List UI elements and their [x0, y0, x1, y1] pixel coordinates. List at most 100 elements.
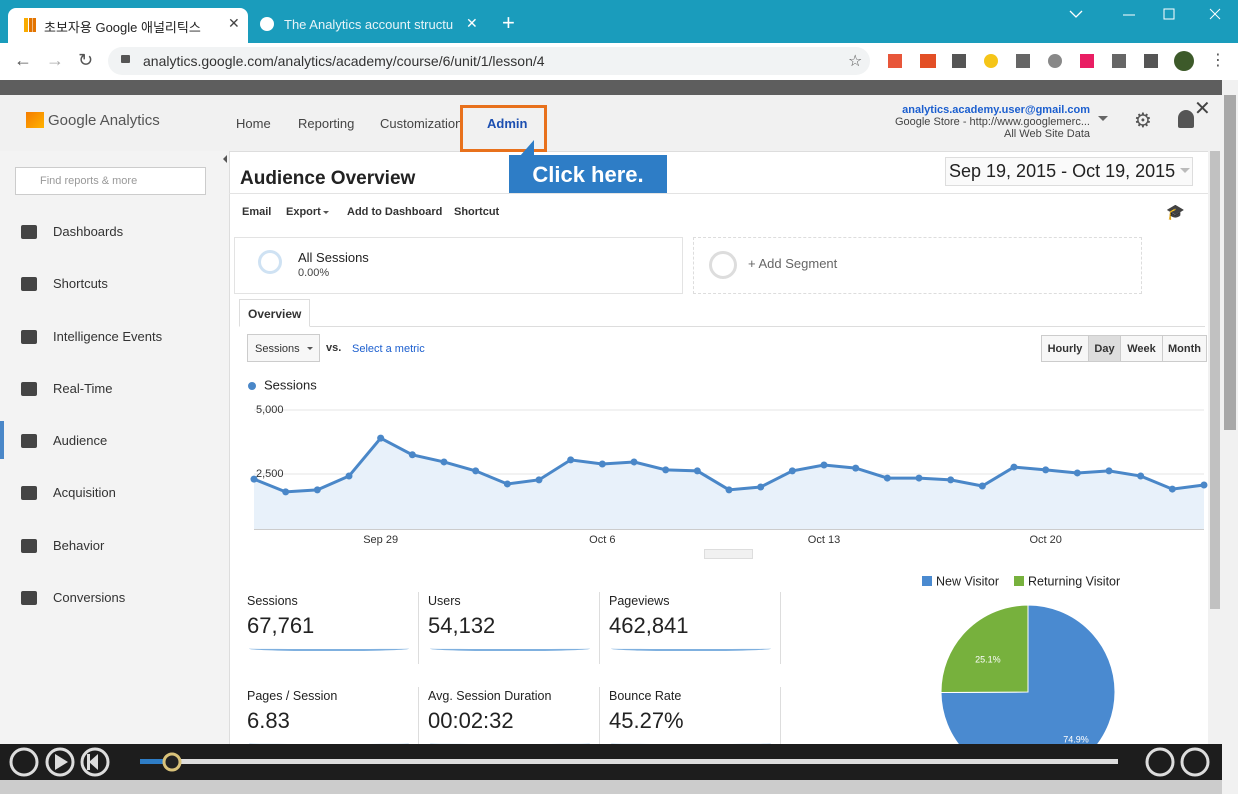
point	[408, 451, 416, 459]
search[interactable]: Find reports & more	[15, 167, 206, 195]
sidebar-item[interactable]: Dashboards	[53, 224, 124, 239]
toolbar-item[interactable]: Shortcut	[454, 206, 500, 218]
legend-marker	[248, 382, 256, 390]
nav-item[interactable]: Customization	[380, 116, 463, 131]
collapse[interactable]	[219, 155, 227, 163]
toolbar-item[interactable]: Email	[242, 206, 272, 218]
back[interactable]: ←	[14, 50, 32, 70]
x-tick-label: Oct 13	[808, 534, 840, 546]
granularity[interactable]: Day	[1088, 335, 1121, 362]
add-segment-card[interactable]	[693, 237, 1142, 294]
metric-value: 6.83	[247, 708, 290, 733]
chart-expander[interactable]	[704, 549, 753, 559]
active-tab[interactable]	[8, 8, 248, 43]
metric-label: Users	[428, 594, 461, 608]
tab-icon	[260, 17, 274, 31]
dropdown[interactable]	[1098, 116, 1108, 126]
point	[1010, 463, 1018, 471]
metric-divider	[418, 687, 419, 759]
tab-icon	[24, 18, 36, 32]
avatar[interactable]	[1174, 51, 1194, 71]
close[interactable]: ✕	[1194, 98, 1211, 120]
sidebar-item[interactable]: Intelligence Events	[53, 329, 163, 344]
sidebar-item[interactable]: Real-Time	[53, 381, 113, 396]
tab-title[interactable]: The Analytics account structure	[284, 17, 454, 32]
notifications[interactable]	[1178, 110, 1194, 128]
select-metric[interactable]: Select a metric	[352, 343, 425, 355]
metric-label: Sessions	[247, 594, 298, 608]
toolbar-item[interactable]: Export	[286, 206, 321, 218]
nav-item[interactable]: Reporting	[298, 116, 355, 131]
extension[interactable]	[1144, 54, 1158, 68]
captions[interactable]	[1180, 747, 1210, 777]
play[interactable]	[45, 747, 75, 777]
url[interactable]: analytics.google.com/analytics/academy/c…	[143, 53, 545, 69]
scroll-thumb[interactable]	[1210, 151, 1220, 609]
sidebar-item[interactable]: Shortcuts	[53, 276, 108, 291]
point	[662, 466, 670, 474]
sparkline	[249, 645, 409, 651]
extension[interactable]	[1048, 54, 1062, 68]
forward[interactable]: →	[46, 50, 64, 70]
replay[interactable]	[9, 747, 39, 777]
y-tick-label: 2,500	[256, 468, 284, 480]
highlight-box	[460, 105, 547, 152]
sidebar-item[interactable]: Audience	[53, 433, 108, 448]
point	[757, 483, 765, 491]
nav-icon	[21, 330, 37, 344]
progress-track[interactable]	[140, 759, 1118, 764]
extension[interactable]	[1016, 54, 1030, 68]
overview-tab[interactable]: Overview	[239, 299, 310, 327]
point	[1073, 469, 1081, 477]
metric-divider	[599, 592, 600, 664]
nav-item[interactable]: Home	[236, 116, 271, 131]
date-dropdown[interactable]	[1180, 168, 1190, 178]
extension[interactable]	[952, 54, 966, 68]
account-property: Google Store - http://www.googlemerc...	[894, 116, 1090, 128]
sidebar-item[interactable]: Acquisition	[53, 485, 116, 500]
tab-close[interactable]: ✕	[466, 15, 478, 31]
granularity[interactable]: Month	[1162, 335, 1207, 362]
scroll-thumb[interactable]	[1224, 95, 1236, 430]
x-tick-label: Sep 29	[363, 534, 398, 546]
metric-value: 54,132	[428, 613, 496, 638]
bookmark[interactable]: ☆	[848, 53, 863, 70]
point	[630, 458, 638, 466]
progress-knob[interactable]	[162, 752, 182, 772]
address-bar[interactable]	[108, 47, 870, 75]
settings[interactable]: ⚙	[1134, 110, 1152, 132]
tab-close[interactable]: ✕	[228, 15, 240, 31]
add-segment[interactable]: + Add Segment	[748, 256, 838, 271]
reload[interactable]: ↻	[78, 50, 94, 70]
mute[interactable]	[1145, 747, 1175, 777]
extension[interactable]	[888, 54, 902, 68]
extension[interactable]	[1080, 54, 1094, 68]
new-tab[interactable]: +	[502, 10, 515, 35]
tab-title[interactable]: 초보자용 Google 애널리틱스	[44, 20, 201, 35]
metric-value: 462,841	[609, 613, 689, 638]
extension[interactable]	[984, 54, 998, 68]
account[interactable]: analytics.academy.user@gmail.com Google …	[895, 104, 1090, 140]
extension[interactable]	[920, 54, 936, 68]
academy-icon[interactable]: 🎓	[1166, 204, 1185, 221]
sidebar-item[interactable]: Behavior	[53, 538, 105, 553]
legend-swatch	[1014, 576, 1024, 586]
extension[interactable]	[1112, 54, 1126, 68]
nav-item[interactable]: Admin	[487, 116, 528, 131]
toolbar-item[interactable]: Add to Dashboard	[347, 206, 443, 218]
granularity[interactable]: Week	[1120, 335, 1163, 362]
segment-share: 0.00%	[298, 267, 330, 279]
sidebar-item[interactable]: Conversions	[53, 590, 126, 605]
skip-back[interactable]	[80, 747, 110, 777]
menu[interactable]: ⋮	[1210, 52, 1226, 69]
logo: Google Analytics	[48, 112, 160, 129]
segment-card[interactable]	[234, 237, 683, 294]
point	[440, 458, 448, 466]
sidebar	[0, 151, 230, 744]
date-range[interactable]: Sep 19, 2015 - Oct 19, 2015	[949, 161, 1176, 181]
metric-divider	[418, 592, 419, 664]
granularity[interactable]: Hourly	[1041, 335, 1089, 362]
nav-icon	[21, 591, 37, 605]
legend-label: New Visitor	[936, 574, 999, 588]
date-picker[interactable]	[945, 157, 1193, 186]
